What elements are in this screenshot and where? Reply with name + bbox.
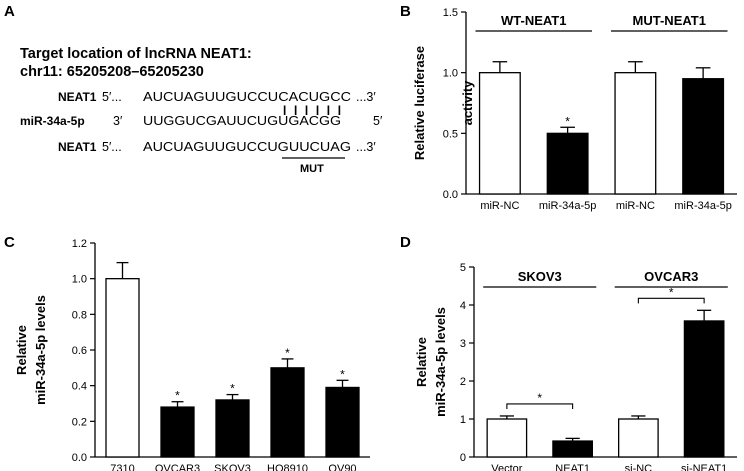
bar	[105, 278, 140, 458]
comparison-bracket	[506, 403, 574, 409]
bar	[546, 132, 589, 195]
y-tick-label: 1.2	[72, 238, 87, 250]
base-pairing-marks: | | | | | |	[282, 105, 342, 116]
y-tick-label: 1	[460, 414, 466, 426]
bar	[325, 386, 360, 458]
x-tick-label: OVCAR3	[155, 463, 200, 471]
panel-letter-d: D	[400, 234, 411, 251]
significance-marker: *	[230, 382, 235, 396]
bar	[682, 78, 725, 195]
x-tick-label: si-NC	[625, 463, 653, 471]
x-tick-label: si-NEAT1	[681, 463, 727, 471]
y-tick-label: 1.0	[72, 274, 87, 286]
panel-letter-c: C	[4, 234, 15, 251]
y-tick-label: 0.8	[72, 309, 87, 321]
y-tick-label: 2	[460, 376, 466, 388]
y-axis-label: activity	[460, 80, 475, 126]
seq-row-suffix: ...3′	[356, 90, 376, 104]
significance-marker: *	[175, 389, 180, 403]
seq-row-suffix: 5′	[373, 114, 383, 128]
target-title-line2: chr11: 65205208–65205230	[20, 64, 204, 80]
x-tick-label: OV90	[328, 463, 356, 471]
mut-label: MUT	[300, 163, 324, 175]
y-tick-label: 0.2	[72, 416, 87, 428]
y-tick-label: 0.5	[443, 128, 458, 140]
significance-marker: *	[285, 346, 290, 360]
y-axis-label: Relative	[414, 337, 429, 387]
bar	[215, 399, 250, 458]
y-tick-label: 0.0	[443, 189, 458, 201]
x-tick-label: miR-NC	[480, 200, 519, 212]
group-label: OVCAR3	[644, 269, 698, 284]
y-tick-label: 4	[460, 300, 466, 312]
group-label: SKOV3	[518, 269, 562, 284]
panel-letter-b: B	[400, 3, 411, 20]
neat1-mut-sequence: AUCUAGUUGUCCUGUUCUAG	[143, 139, 351, 154]
y-tick-label: 0.4	[72, 381, 87, 393]
x-tick-label: miR-34a-5p	[674, 200, 731, 212]
group-label: WT-NEAT1	[501, 13, 566, 28]
x-tick-label: Vector	[491, 463, 523, 471]
y-tick-label: 0.6	[72, 345, 87, 357]
seq-row-prefix: 5′...	[102, 140, 122, 154]
y-tick-label: 0	[460, 452, 466, 464]
y-axis-label: Relative	[14, 325, 29, 375]
bar	[486, 418, 528, 458]
mir-34a-sequence: UUGGUCGAUUCUGUGACGG	[143, 113, 341, 128]
significance-marker: *	[565, 114, 570, 128]
panel-letter-a: A	[4, 3, 15, 20]
neat1-wt-sequence: AUCUAGUUGUCCUCACUGCC	[143, 89, 351, 104]
chart-panel-b: 0.0 0.5 1.0 1.5 Relative luciferase activity m…	[412, 7, 737, 212]
bar	[478, 72, 521, 195]
x-tick-label: HO8910	[267, 463, 308, 471]
seq-row-label: NEAT1	[58, 90, 97, 104]
x-tick-label: miR-34a-5p	[539, 200, 596, 212]
bar	[618, 418, 659, 458]
panel-a: A Target location of lncRNA NEAT1: chr11…	[4, 3, 383, 175]
group-label: MUT-NEAT1	[633, 13, 706, 28]
seq-row-label: miR-34a-5p	[20, 114, 85, 128]
seq-row-label: NEAT1	[58, 140, 97, 154]
x-tick-label: 7310	[110, 463, 134, 471]
chart-panel-d: 0 1 2 3 4 5 Relative miR-34a-5p levels Vector NEA…	[414, 262, 737, 471]
significance-marker: *	[537, 391, 542, 405]
x-tick-label: miR-NC	[616, 200, 655, 212]
seq-row-prefix: 3′	[113, 114, 123, 128]
seq-row-prefix: 5′...	[102, 90, 122, 104]
x-tick-label: SKOV3	[214, 463, 251, 471]
comparison-bracket	[637, 297, 705, 304]
bar	[270, 367, 305, 458]
y-axis-label: miR-34a-5p levels	[33, 295, 48, 405]
bar	[160, 406, 195, 458]
y-axis-label: miR-34a-5p levels	[433, 307, 448, 417]
bar	[552, 440, 594, 458]
y-tick-label: 5	[460, 262, 466, 274]
y-tick-label: 0.0	[72, 452, 87, 464]
bar	[683, 320, 725, 458]
seq-row-suffix: ...3′	[356, 140, 376, 154]
y-tick-label: 1.5	[443, 7, 458, 19]
chart-panel-c: 0.0 0.2 0.4 0.6 0.8 1.0 1.2 Relative miR-34a-5p …	[14, 238, 370, 471]
x-tick-label: NEAT1	[555, 463, 590, 471]
y-tick-label: 3	[460, 338, 466, 350]
bar	[614, 72, 657, 195]
y-tick-label: 1.0	[443, 68, 458, 80]
significance-marker: *	[340, 367, 345, 381]
target-title-line1: Target location of lncRNA NEAT1:	[20, 46, 252, 62]
y-axis-label: Relative luciferase	[412, 46, 427, 160]
significance-marker: *	[669, 285, 674, 299]
